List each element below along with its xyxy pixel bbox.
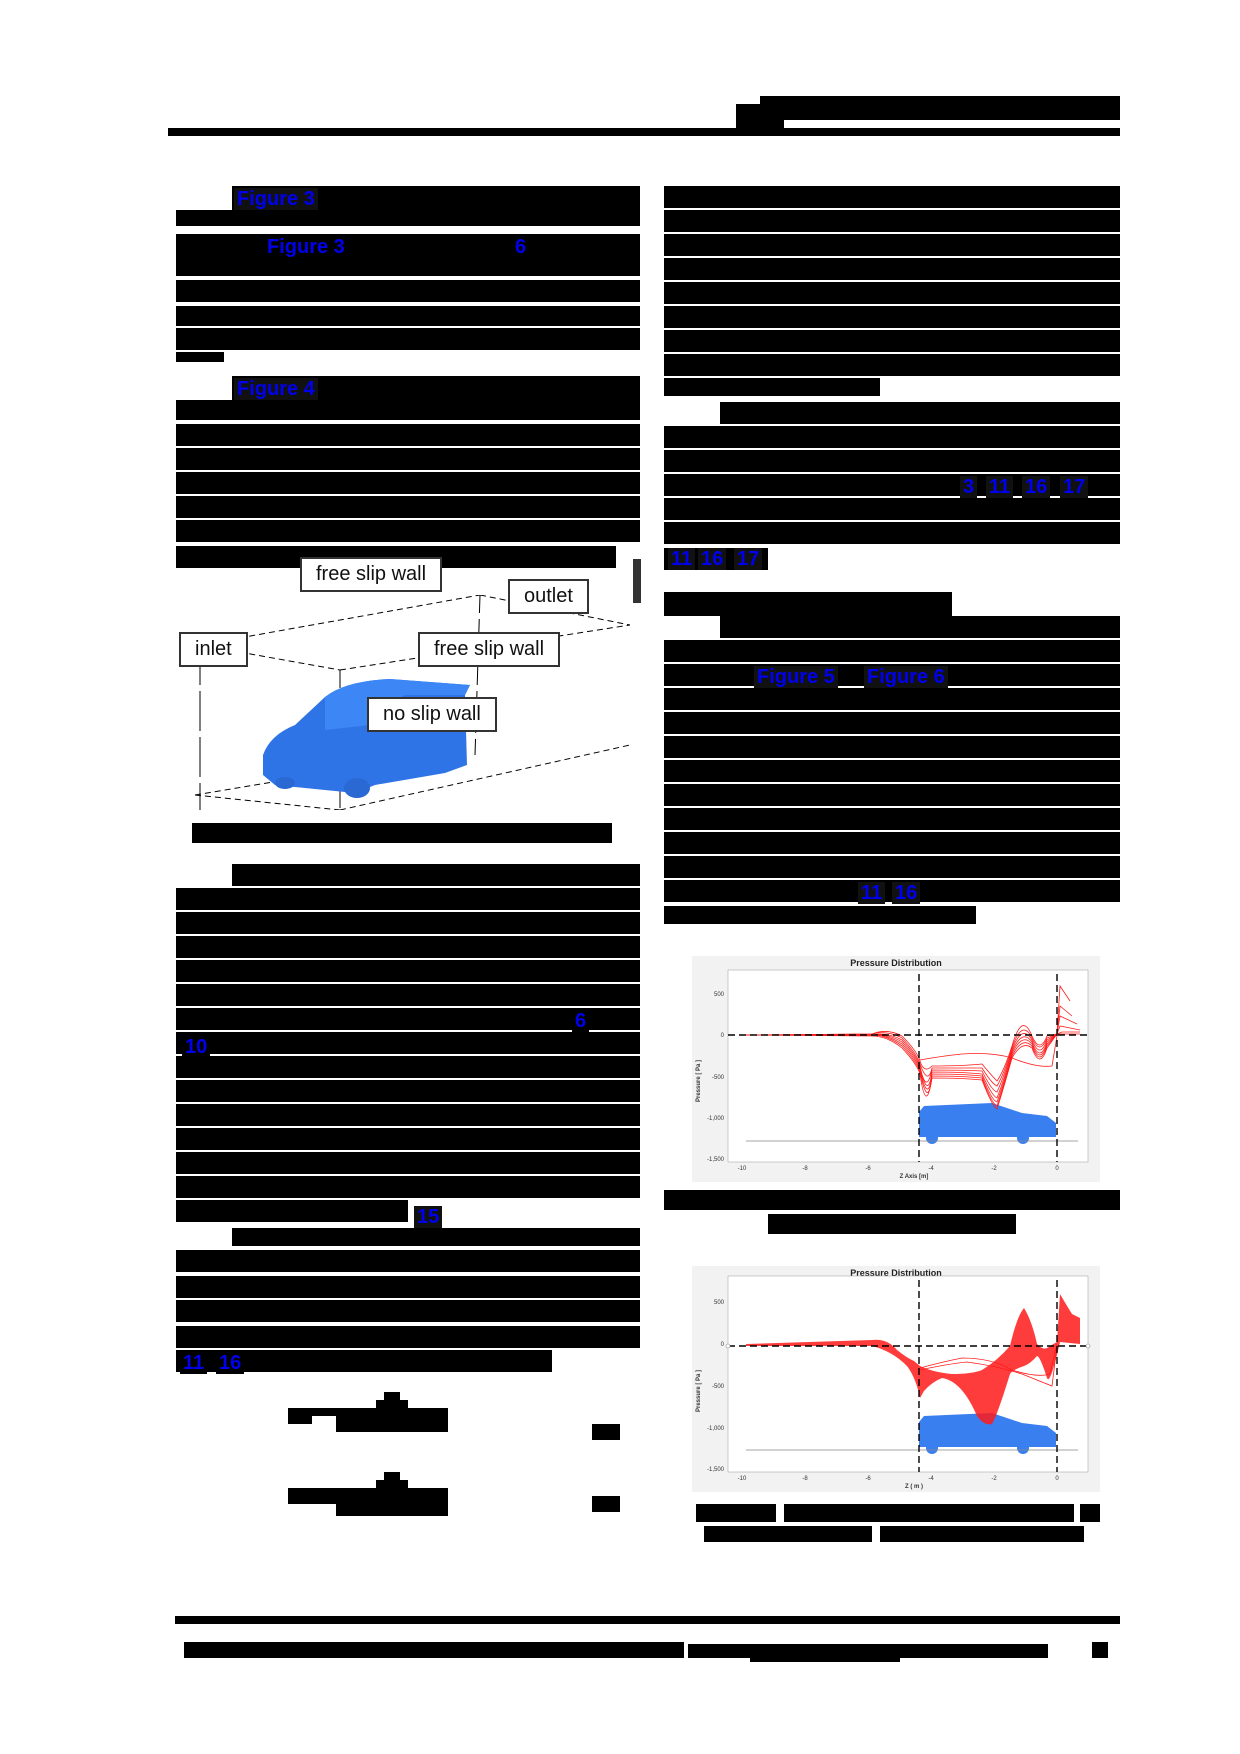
svg-text:Pressure [ Pa ]: Pressure [ Pa ] <box>696 1060 702 1102</box>
svg-text:-10: -10 <box>738 1166 747 1172</box>
svg-text:0: 0 <box>1055 1476 1059 1482</box>
ref-citation-16c[interactable]: 16 <box>698 548 727 570</box>
svg-text:500: 500 <box>714 992 725 998</box>
ref-citation-10[interactable]: 10 <box>182 1036 211 1058</box>
svg-text:-1,500: -1,500 <box>707 1157 725 1163</box>
svg-text:-2: -2 <box>991 1476 997 1482</box>
footer-rule <box>175 1616 1120 1624</box>
svg-text:-10: -10 <box>738 1476 747 1482</box>
page-number <box>1092 1642 1108 1658</box>
svg-text:-4: -4 <box>928 1166 934 1172</box>
chart-2-title: Pressure Distribution <box>850 1268 942 1278</box>
svg-text:-500: -500 <box>712 1384 725 1390</box>
ref-figure-6[interactable]: Figure 6 <box>864 666 948 688</box>
chart-1-title: Pressure Distribution <box>850 958 942 968</box>
pressure-distribution-chart-2: Pressure Distribution 500 0 -500 -1,000 … <box>692 1266 1100 1492</box>
label-inlet: inlet <box>179 632 248 667</box>
svg-text:Z ( m ): Z ( m ) <box>905 1484 923 1490</box>
ref-figure-3[interactable]: Figure 3 <box>234 188 318 210</box>
ref-citation-11[interactable]: 11 <box>180 1352 208 1374</box>
svg-text:-2: -2 <box>991 1166 997 1172</box>
pressure-distribution-chart-1: Pressure Distribution 500 0 -500 -1,000 … <box>692 956 1100 1182</box>
ref-citation-11c[interactable]: 11 <box>668 548 696 570</box>
label-outlet: outlet <box>508 579 589 614</box>
ref-citation-16[interactable]: 16 <box>216 1352 245 1374</box>
svg-text:-6: -6 <box>865 1166 871 1172</box>
svg-text:-1,000: -1,000 <box>707 1426 725 1432</box>
ref-citation-6b[interactable]: 6 <box>572 1010 590 1032</box>
svg-text:-8: -8 <box>802 1476 808 1482</box>
svg-text:0: 0 <box>721 1342 725 1348</box>
equation-2-number <box>592 1496 620 1512</box>
ref-figure-5[interactable]: Figure 5 <box>754 666 838 688</box>
header-rule <box>168 128 1120 136</box>
svg-text:500: 500 <box>714 1300 725 1306</box>
label-free-slip-wall-side: free slip wall <box>418 632 561 667</box>
ref-citation-6[interactable]: 6 <box>512 236 530 258</box>
ref-citation-11b[interactable]: 11 <box>986 476 1014 498</box>
svg-text:Pressure [ Pa ]: Pressure [ Pa ] <box>696 1370 702 1412</box>
ref-citation-17[interactable]: 17 <box>1060 476 1089 498</box>
ref-citation-15[interactable]: 15 <box>414 1206 443 1228</box>
svg-text:-1,500: -1,500 <box>707 1467 725 1473</box>
svg-text:Z Axis [m]: Z Axis [m] <box>900 1174 929 1180</box>
ref-citation-3[interactable]: 3 <box>960 476 978 498</box>
ref-figure-3b[interactable]: Figure 3 <box>264 236 348 258</box>
svg-text:-6: -6 <box>865 1476 871 1482</box>
ref-citation-16b[interactable]: 16 <box>1022 476 1051 498</box>
equation-1-number <box>592 1424 620 1440</box>
ref-citation-11d[interactable]: 11 <box>858 882 886 904</box>
domain-boundary-diagram: free slip wall outlet inlet free slip wa… <box>175 557 645 810</box>
svg-text:-8: -8 <box>802 1166 808 1172</box>
svg-text:-1,000: -1,000 <box>707 1116 725 1122</box>
label-free-slip-wall-top: free slip wall <box>300 557 443 592</box>
svg-text:0: 0 <box>1055 1166 1059 1172</box>
svg-text:-4: -4 <box>928 1476 934 1482</box>
svg-text:-500: -500 <box>712 1075 725 1081</box>
ref-citation-16d[interactable]: 16 <box>892 882 921 904</box>
label-no-slip-wall: no slip wall <box>367 697 497 732</box>
svg-text:0: 0 <box>721 1033 725 1039</box>
ref-figure-4[interactable]: Figure 4 <box>234 378 318 400</box>
ref-citation-17b[interactable]: 17 <box>734 548 763 570</box>
